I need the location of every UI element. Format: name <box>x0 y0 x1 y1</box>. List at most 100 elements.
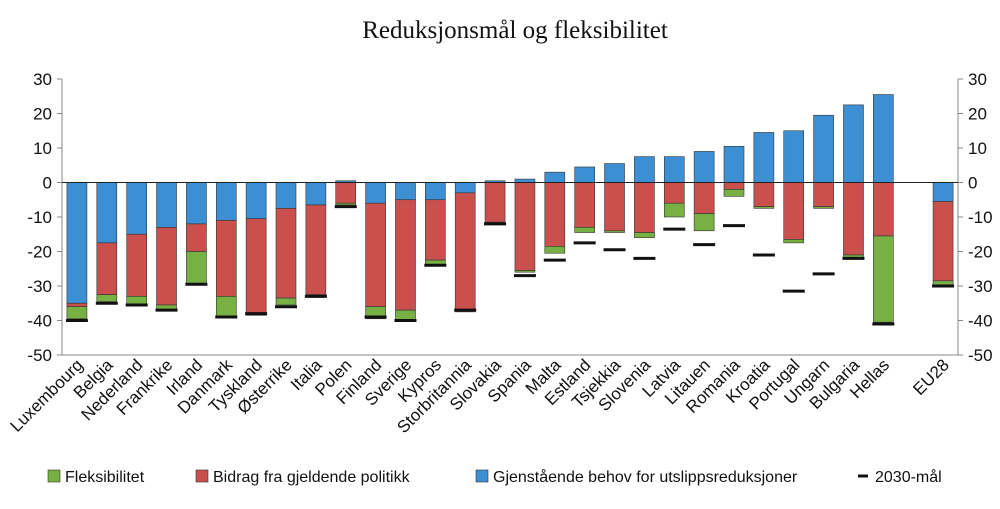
x-tick-label: Luxembourg <box>6 355 86 435</box>
y-tick-label-left: -40 <box>27 312 52 331</box>
bar-bidrag <box>604 182 625 232</box>
bar-fleksibilitet <box>663 202 685 218</box>
bar-bidrag <box>186 223 207 252</box>
bar-fleksibilitet <box>813 206 834 209</box>
bar-fleksibilitet <box>66 306 88 320</box>
bar-fleksibilitet <box>873 235 894 323</box>
bar-bidrag <box>395 199 416 311</box>
bar-gjenstaende <box>574 166 595 183</box>
bar-fleksibilitet <box>574 227 595 233</box>
bar-bidrag <box>66 302 88 308</box>
y-tick-label-right: 30 <box>968 70 987 89</box>
bar-gjenstaende <box>425 182 446 201</box>
legend-label-fleksibilitet: Fleksibilitet <box>65 469 145 486</box>
bar-bidrag <box>753 182 775 207</box>
bar-bidrag <box>156 227 177 306</box>
bar-gjenstaende <box>604 163 625 183</box>
bar-fleksibilitet <box>753 206 775 209</box>
y-tick-label-right: 10 <box>968 139 987 158</box>
bar-bidrag <box>873 182 894 237</box>
y-tick-label-left: -50 <box>27 346 52 365</box>
y-tick-label-right: -50 <box>968 346 993 365</box>
bar-fleksibilitet <box>544 246 566 254</box>
bar-gjenstaende <box>753 132 775 183</box>
bar-bidrag <box>723 182 745 190</box>
y-tick-label-right: -30 <box>968 277 993 296</box>
bar-fleksibilitet <box>723 189 745 197</box>
bar-bidrag <box>215 220 237 297</box>
legend-label-gjenstaende: Gjenstående behov for utslippsreduksjone… <box>493 468 798 486</box>
bar-bidrag <box>783 182 805 240</box>
bar-bidrag <box>126 233 147 297</box>
bar-fleksibilitet <box>783 239 805 244</box>
y-tick-label-right: 20 <box>968 105 987 124</box>
y-tick-label-left: 0 <box>43 174 52 193</box>
y-tick-label-left: 10 <box>33 139 52 158</box>
bar-bidrag <box>365 202 386 307</box>
bar-gjenstaende <box>873 94 894 183</box>
bar-bidrag <box>305 204 327 295</box>
bar-gjenstaende <box>215 182 237 221</box>
legend-label-maal: 2030-mål <box>875 468 942 486</box>
y-tick-label-right: 0 <box>968 174 977 193</box>
y-tick-label-left: -10 <box>27 208 52 227</box>
bar-gjenstaende <box>514 178 536 183</box>
bar-gjenstaende <box>663 156 685 183</box>
bars-layer <box>65 94 955 326</box>
bar-gjenstaende <box>365 182 386 204</box>
bar-gjenstaende <box>544 171 566 183</box>
bar-gjenstaende <box>454 182 476 194</box>
bar-bidrag <box>275 208 297 299</box>
bar-fleksibilitet <box>275 297 297 306</box>
bar-bidrag <box>544 182 566 247</box>
bar-gjenstaende <box>813 114 834 183</box>
bar-gjenstaende <box>156 182 177 228</box>
bar-bidrag <box>425 199 446 261</box>
bar-fleksibilitet <box>604 230 625 233</box>
bar-fleksibilitet <box>634 232 655 238</box>
bar-fleksibilitet <box>335 202 357 206</box>
bar-gjenstaende <box>305 182 327 206</box>
bar-gjenstaende <box>693 151 715 183</box>
bar-bidrag <box>335 182 357 204</box>
y-tick-label-left: 20 <box>33 105 52 124</box>
y-tick-label-right: -20 <box>968 243 993 262</box>
legend-swatch-gjenstaende <box>475 469 489 483</box>
x-tick-label: EU28 <box>909 355 953 399</box>
bar-fleksibilitet <box>96 294 118 302</box>
legend-label-bidrag: Bidrag fra gjeldende politikk <box>213 469 411 486</box>
y-tick-label-left: 30 <box>33 70 52 89</box>
y-tick-label-right: -10 <box>968 208 993 227</box>
bar-bidrag <box>484 182 506 223</box>
bar-bidrag <box>693 182 715 214</box>
bar-gjenstaende <box>126 182 147 235</box>
legend-swatch-bidrag <box>195 469 209 483</box>
bar-bidrag <box>843 182 864 256</box>
legend: Fleksibilitet Bidrag fra gjeldende politi… <box>47 468 942 486</box>
bar-bidrag <box>454 192 476 311</box>
bar-gjenstaende <box>66 182 88 304</box>
y-tick-label-right: -40 <box>968 312 993 331</box>
chart-title: Reduksjonsmål og fleksibilitet <box>362 17 668 44</box>
bar-gjenstaende <box>932 182 954 202</box>
bar-gjenstaende <box>96 182 118 244</box>
bar-bidrag <box>663 182 685 204</box>
bar-gjenstaende <box>395 182 416 201</box>
bar-bidrag <box>634 182 655 233</box>
bar-bidrag <box>514 182 536 271</box>
bar-bidrag <box>96 242 118 295</box>
bar-gjenstaende <box>723 145 745 183</box>
legend-swatch-fleksibilitet <box>47 469 61 483</box>
bar-fleksibilitet <box>693 213 715 232</box>
bar-gjenstaende <box>783 130 805 183</box>
bar-gjenstaende <box>634 156 655 183</box>
bar-fleksibilitet <box>514 270 536 273</box>
bar-gjenstaende <box>245 182 267 220</box>
bar-fleksibilitet <box>215 296 237 318</box>
y-tick-label-left: -20 <box>27 243 52 262</box>
bar-bidrag <box>245 218 267 314</box>
bar-gjenstaende <box>275 182 297 209</box>
y-tick-label-left: -30 <box>27 277 52 296</box>
